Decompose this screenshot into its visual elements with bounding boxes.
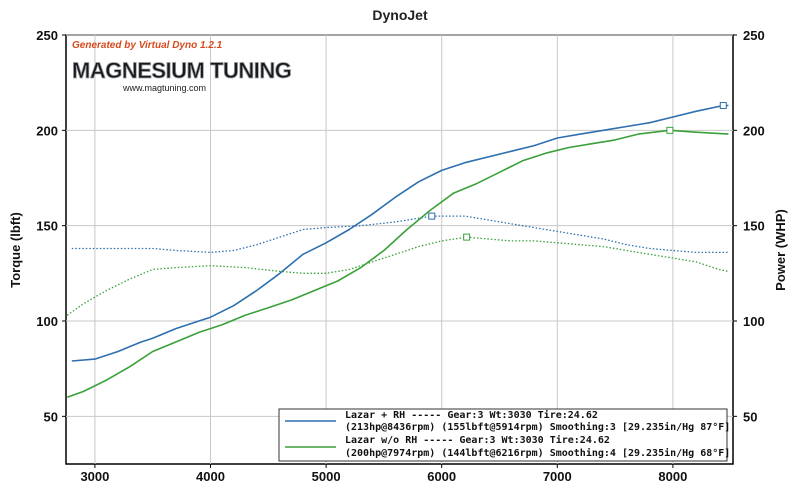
x-tick-label: 4000 (196, 469, 225, 484)
series-line-torque-3 (66, 236, 729, 316)
legend-entry-lazar-rh-line2: (213hp@8436rpm) (155lbft@5914rpm) Smooth… (345, 421, 730, 433)
y-tick-label-left: 250 (36, 28, 58, 43)
legend: Lazar + RH ----- Gear:3 Wt:3030 Tire:24.… (278, 408, 730, 462)
y-tick-label-left: 50 (44, 409, 58, 424)
y-tick-label-right: 250 (743, 28, 765, 43)
x-tick-label: 5000 (312, 469, 341, 484)
watermark: Generated by Virtual Dyno 1.2.1 MAGNESIU… (72, 40, 293, 93)
peak-marker-power-2 (666, 126, 674, 134)
peak-markers (428, 102, 727, 241)
x-tick-label: 7000 (543, 469, 572, 484)
plot-area (65, 34, 734, 465)
peak-marker-torque-3 (463, 233, 471, 241)
legend-entry-lazar-rh-line1: Lazar + RH ----- Gear:3 Wt:3030 Tire:24.… (345, 409, 598, 421)
y-tick-label-right: 100 (743, 314, 765, 329)
y-tick-label-right: 50 (743, 409, 757, 424)
legend-entry-lazar-wo-rh-line1: Lazar w/o RH ----- Gear:3 Wt:3030 Tire:2… (345, 434, 610, 446)
magnesium-tuning-logo: MAGNESIUM TUNING (72, 58, 291, 83)
y-axis-label-left: Torque (lbft) (8, 212, 23, 288)
series (66, 104, 729, 399)
x-tick-label: 8000 (658, 469, 687, 484)
series-line-power-2 (66, 129, 729, 399)
series-line-torque-1 (71, 215, 729, 254)
chart-title: DynoJet (372, 7, 428, 23)
y-tick-label-left: 100 (36, 314, 58, 329)
y-tick-label-left: 200 (36, 123, 58, 138)
axis-ticks: 3000 4000 5000 6000 7000 8000 50 100 150 200 250 50… (36, 28, 764, 484)
series-line-power-0 (71, 104, 729, 362)
legend-entry-lazar-wo-rh-line2: (200hp@7974rpm) (144lbft@6216rpm) Smooth… (345, 447, 730, 459)
y-tick-label-right: 200 (743, 123, 765, 138)
peak-marker-power-0 (719, 102, 727, 110)
peak-marker-torque-1 (428, 212, 436, 220)
grid (66, 34, 733, 464)
x-tick-label: 3000 (80, 469, 109, 484)
y-tick-label-left: 150 (36, 219, 58, 234)
logo-url: www.magtuning.com (122, 83, 206, 93)
x-tick-label: 6000 (427, 469, 456, 484)
y-axis-label-right: Power (WHP) (773, 209, 788, 291)
generated-by-text: Generated by Virtual Dyno 1.2.1 (72, 40, 223, 51)
y-tick-label-right: 150 (743, 219, 765, 234)
legend-box (278, 408, 728, 462)
